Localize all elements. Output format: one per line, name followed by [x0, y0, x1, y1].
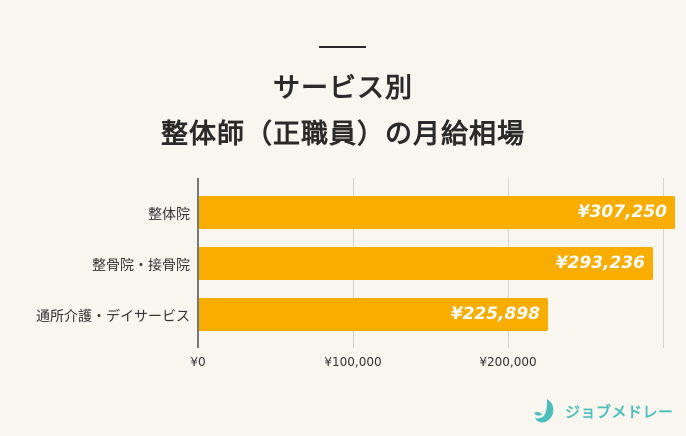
jobmedley-logo: ジョブメドレー	[533, 398, 674, 424]
jobmedley-logo-icon	[534, 399, 554, 423]
chart-title-line1: サービス別	[273, 73, 413, 104]
category-label: 整体院	[148, 207, 190, 223]
category-label: 通所介護・デイサービス	[36, 309, 190, 325]
chart-title-line2: 整体師（正職員）の月給相場	[161, 119, 525, 150]
x-tick-label: ¥200,000	[479, 355, 537, 369]
bar-value-label: ¥225,898	[450, 304, 540, 324]
gridline-300000	[663, 178, 664, 348]
y-axis-line	[197, 178, 199, 348]
title-rule	[319, 46, 366, 48]
category-label: 整骨院・接骨院	[92, 258, 190, 274]
bar: ¥293,236	[198, 247, 653, 280]
bar: ¥307,250	[198, 196, 675, 229]
x-tick-label: ¥100,000	[324, 355, 382, 369]
bar-value-label: ¥293,236	[555, 253, 645, 273]
logo-text: ジョブメドレー	[565, 402, 674, 421]
bar: ¥225,898	[198, 298, 548, 331]
x-tick-label: ¥0	[190, 355, 206, 369]
bar-value-label: ¥307,250	[577, 202, 667, 222]
